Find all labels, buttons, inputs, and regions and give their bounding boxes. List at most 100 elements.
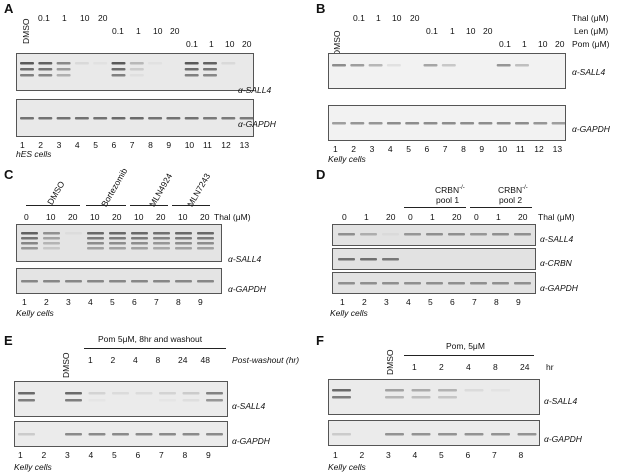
- gapdh-a-band-lane-9-row-1: [166, 117, 181, 120]
- sall4-a-band-lane-1-row-1: [20, 62, 34, 65]
- gapdh-b-band-lane-3-row-1: [368, 122, 383, 125]
- pom-conc-a-3: 10: [225, 39, 235, 49]
- crbn-pool2-label: CRBN-/-: [498, 185, 528, 194]
- group-label-mln4924: MLN4924: [147, 171, 175, 209]
- gapdh-bands-f: [332, 433, 537, 436]
- lane-number-a-12: 12: [221, 140, 231, 150]
- blot-e-sall4: [14, 381, 228, 417]
- gapdh-c-band-lane-5-row-1: [109, 280, 126, 283]
- sall4-a-band-lane-6-row-2: [111, 68, 126, 71]
- dmso-label-a: DMSO: [21, 18, 31, 45]
- blot-a-gapdh: [16, 99, 254, 137]
- gapdh-bands-b: [332, 122, 565, 125]
- cells-label-c: Kelly cells: [16, 308, 54, 318]
- sall4-bands-a: [20, 62, 236, 77]
- gapdh-bands-a: [20, 117, 253, 120]
- sall4-c-band-lane-8-row-2: [175, 237, 192, 240]
- time-e-1: 1: [88, 355, 93, 365]
- len-conc-b-3: 10: [466, 26, 476, 36]
- lane-number-f-7: 7: [492, 450, 497, 460]
- gapdh-bands-c: [21, 280, 214, 283]
- antibody-label-d-crbn: α-CRBN: [540, 258, 572, 268]
- gapdh-e-band-lane-7-row-1: [159, 433, 176, 436]
- sall4-d-band-lane-6-row-1: [448, 233, 465, 236]
- pom-conc-a-1: 0.1: [186, 39, 198, 49]
- antibody-label-a-gapdh: α-GAPDH: [238, 119, 276, 129]
- sall4-bands-d: [338, 233, 531, 236]
- gapdh-b-band-lane-12-row-1: [533, 122, 548, 125]
- sall4-c-band-lane-2-row-1: [43, 232, 60, 235]
- lane-number-a-6: 6: [111, 140, 117, 150]
- lane-number-f-3: 3: [386, 450, 391, 460]
- lane-number-f-8: 8: [518, 450, 524, 460]
- thal-conc-c-5: 20: [112, 212, 122, 222]
- antibody-label-f-gapdh: α-GAPDH: [544, 434, 582, 444]
- sall4-a-band-lane-1-row-3: [20, 74, 34, 77]
- dmso-label-f: DMSO: [385, 349, 395, 376]
- lane-number-d-1: 1: [340, 297, 345, 307]
- lane-number-e-6: 6: [135, 450, 141, 460]
- gapdh-c-band-lane-3-row-1: [65, 280, 82, 283]
- lane-number-a-13: 13: [239, 140, 250, 150]
- group-label-mln7243: MLN7243: [185, 171, 213, 209]
- thal-conc-c-8: 10: [178, 212, 188, 222]
- time-f-1: 1: [412, 362, 417, 372]
- sall4-a-band-lane-10-row-2: [184, 68, 199, 71]
- gapdh-d-band-lane-6-row-1: [448, 282, 465, 285]
- lane-number-b-11: 11: [516, 144, 525, 154]
- gapdh-b-band-lane-13-row-1: [551, 122, 565, 125]
- lane-number-f-4: 4: [412, 450, 418, 460]
- sall4-c-band-lane-1-row-4: [21, 247, 38, 250]
- sall4-b-band-lane-11-row-1: [515, 64, 529, 67]
- gapdh-c-band-lane-2-row-1: [43, 280, 60, 283]
- sall4-a-band-lane-7-row-1: [129, 62, 144, 65]
- sall4-a-band-lane-7-row-3: [129, 74, 144, 77]
- lane-number-a-1: 1: [20, 140, 25, 150]
- sall4-e-band-lane-1-row-2: [18, 399, 35, 402]
- blot-d-gapdh: [332, 272, 536, 294]
- gapdh-e-band-lane-8-row-1: [182, 433, 200, 436]
- gapdh-d-band-lane-1-row-1: [338, 282, 355, 285]
- lane-number-d-4: 4: [406, 297, 411, 307]
- sall4-f-band-lane-3-row-1: [385, 389, 404, 392]
- sall4-d-band-lane-5-row-1: [426, 233, 443, 236]
- group-line-bortezomib: [86, 205, 126, 206]
- sall4-c-band-lane-3-row-1: [65, 232, 82, 235]
- len-conc-b-2: 1: [450, 26, 455, 36]
- thal-conc-d-8: 1: [496, 212, 501, 222]
- crbn-pool1-sup: -/-: [459, 185, 465, 191]
- thal-conc-c-6: 10: [134, 212, 144, 222]
- sall4-a-band-lane-2-row-1: [38, 62, 53, 65]
- gapdh-d-band-lane-9-row-1: [514, 282, 531, 285]
- gapdh-e-band-lane-1-row-1: [18, 433, 35, 436]
- gapdh-c-band-lane-9-row-1: [197, 280, 214, 283]
- lane-number-c-2: 2: [44, 297, 49, 307]
- lane-number-e-4: 4: [88, 450, 94, 460]
- sall4-f-band-lane-4-row-1: [411, 389, 431, 392]
- gapdh-b-band-lane-1-row-1: [332, 122, 346, 125]
- gapdh-f-band-lane-6-row-1: [464, 433, 484, 436]
- sall4-d-band-lane-8-row-1: [492, 233, 509, 236]
- sall4-bands-c: [21, 232, 214, 250]
- antibody-label-b-gapdh: α-GAPDH: [572, 124, 610, 134]
- gapdh-f-band-lane-1-row-1: [332, 433, 351, 436]
- crbn-pool1-name: CRBN: [435, 184, 460, 195]
- thal-conc-d-2: 1: [364, 212, 369, 222]
- lane-number-b-5: 5: [406, 144, 411, 154]
- sall4-b-band-lane-6-row-1: [423, 64, 438, 67]
- lane-number-c-7: 7: [154, 297, 159, 307]
- pool2-label: pool 2: [499, 195, 523, 205]
- sall4-b-band-lane-2-row-1: [350, 64, 365, 67]
- sall4-e-band-lane-4-row-2: [89, 399, 106, 402]
- panel-letter-b: B: [316, 1, 326, 16]
- lane-number-e-2: 2: [41, 450, 47, 460]
- thal-conc-d-5: 1: [430, 212, 435, 222]
- sall4-b-band-lane-1-row-1: [332, 64, 346, 67]
- time-f-4: 8: [493, 362, 498, 372]
- thal-conc-d-7: 0: [474, 212, 479, 222]
- blot-e-gapdh: [14, 421, 228, 447]
- sall4-c-band-lane-7-row-1: [153, 232, 170, 235]
- sall4-bands-e: [18, 392, 223, 402]
- gapdh-c-band-lane-7-row-1: [153, 280, 170, 283]
- sall4-a-band-lane-2-row-3: [38, 74, 53, 77]
